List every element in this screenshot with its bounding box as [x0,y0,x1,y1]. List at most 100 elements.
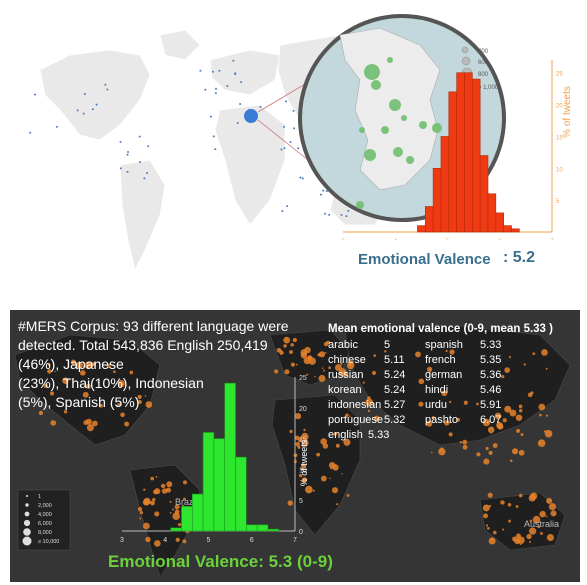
brazil-label: Brazil [175,497,198,507]
city-dot [485,446,489,451]
bottom-histogram-y-tick-label: 0 [299,529,303,536]
tweet-dot [239,102,242,105]
city-dot [418,378,425,385]
city-dot [514,538,520,545]
city-dot [139,517,142,520]
tweet-dot [328,213,331,216]
city-dot [50,420,57,426]
city-dot [137,399,142,404]
city-dot [316,452,321,457]
city-dot [54,370,56,373]
city-dot [519,543,522,546]
legend-label-2: 600 [478,60,489,66]
city-dot [502,528,505,531]
city-dot [546,533,555,542]
city-dot [113,370,116,374]
tweet-dot [119,167,122,170]
city-dot [463,400,468,405]
city-dot [174,509,180,515]
city-dot [486,527,490,530]
top-valence-value: : 5.2 [503,249,535,266]
city-dot [49,391,55,396]
city-dot [283,336,291,344]
tweet-dot [286,205,289,208]
city-dot [326,340,330,345]
corpus-text-line-5: (5%), Spanish (5%) [18,394,139,410]
tweet-dot [240,81,243,84]
top-histogram-y-tick-label: 5 [556,199,560,205]
language-valence-value: 5.91 [480,399,501,411]
tweet-dot [293,127,296,130]
mean-valence-title: Mean emotional valence (0-9, mean 5.33 ) [328,323,553,335]
tweet-dot [324,212,327,215]
tweet-dot [218,69,221,72]
bottom-histogram-bar [256,524,269,532]
language-name: urdu [425,399,447,411]
city-dot [341,473,343,475]
city-dot [349,415,351,418]
city-dot [345,413,349,417]
language-name: spanish [425,339,463,351]
city-dot [504,367,510,373]
language-name: hindi [425,384,448,396]
tweet-dot [126,153,129,156]
bottom-histogram-bar [170,527,182,532]
tweet-dot [95,103,98,106]
city-dot [82,391,89,398]
tweet-dot [91,108,94,111]
corpus-text-line-1: #MERS Corpus: 93 different language were [18,318,289,334]
top-histogram-bar [464,72,473,233]
city-dot [546,497,553,504]
city-dot [295,363,298,366]
city-dot [539,510,546,518]
top-histogram-bar [424,206,434,233]
city-dot [431,451,433,454]
tweet-dot [299,176,302,179]
language-name: pashto [425,414,458,426]
top-histogram-y-tick-label: 20 [556,104,563,110]
bottom-legend-items: 1 2,000 4,000 6,000 8,000 ≥ 10,000 [22,494,59,546]
city-dot [117,403,121,407]
city-dot [175,537,180,542]
city-dot [540,531,543,535]
bottom-legend-label: 2,000 [38,503,52,509]
city-dot [529,540,532,543]
city-dot [153,489,158,495]
tweet-dot [119,140,122,143]
city-dot [318,374,326,382]
city-dot [384,350,387,353]
tweet-dot [234,73,237,76]
tweet-dot [146,172,149,175]
city-dot [169,511,172,514]
city-dot [83,420,89,426]
tweet-dot [285,100,288,103]
city-dot [483,513,488,519]
north-america-shape [39,49,151,141]
bottom-histogram-x-tick-label: 5 [207,537,211,544]
corpus-text-line-4: (23%), Thai(10%), Indonesian [18,375,204,391]
bottom-histogram-y-tick-label: 10 [299,467,307,474]
australia-label: Australia [524,519,559,529]
korea-tweet-dot [393,147,403,157]
top-histogram-bar [417,225,426,233]
bottom-histogram-x-tick-label: 6 [250,537,254,544]
city-dot [298,474,303,478]
city-dot [362,381,365,384]
city-dot [172,512,180,520]
city-dot [483,458,490,465]
bottom-legend-circle [23,528,31,536]
city-dot [431,416,435,420]
city-dot [84,361,93,370]
top-histogram-bar [511,228,520,233]
city-dot [508,519,511,523]
city-dot [70,359,77,365]
city-dot [509,409,517,417]
city-dot [155,476,158,478]
city-dot [504,405,512,413]
city-dot [488,504,492,508]
city-dot [520,433,524,437]
city-dot [519,409,523,413]
language-valence-value: 5.24 [384,384,405,396]
city-dot [143,497,151,506]
city-dot [172,508,175,511]
